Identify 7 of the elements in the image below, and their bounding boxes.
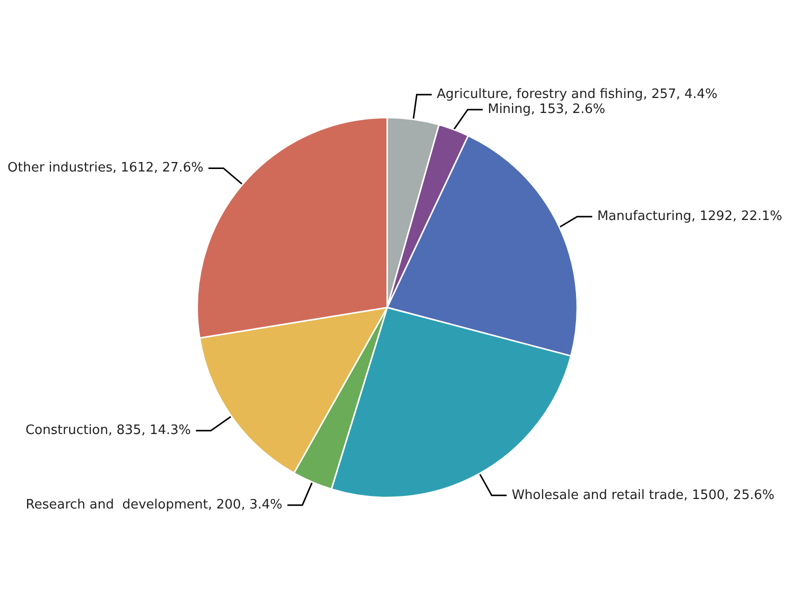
slice-label: Other industries, 1612, 27.6% [8, 160, 204, 176]
slice-label: Construction, 835, 14.3% [25, 423, 191, 438]
slice-label: Agriculture, forestry and fishing, 257, 4.4% [436, 87, 718, 102]
slice-label: Wholesale and retail trade, 1500, 25.6% [512, 488, 774, 503]
slice-label: Manufacturing, 1292, 22.1% [597, 209, 782, 224]
slice-label: Mining, 153, 2.6% [488, 102, 606, 118]
slice-label: Research and development, 200, 3.4% [26, 498, 282, 513]
